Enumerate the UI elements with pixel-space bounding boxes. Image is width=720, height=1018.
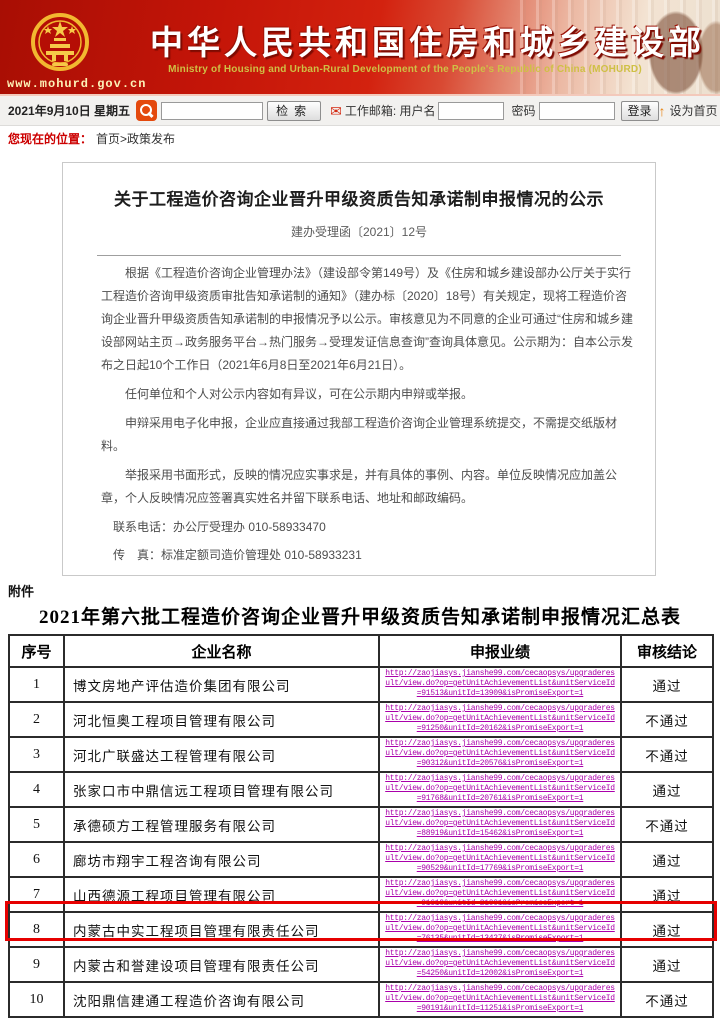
table-row: 4 张家口市中鼎信远工程项目管理有限公司 http://zaojiasys.ji…	[8, 771, 714, 808]
row-serial: 9	[8, 946, 65, 983]
announcement-document: 关于工程造价咨询企业晋升甲级资质告知承诺制申报情况的公示 建办受理函〔2021〕…	[62, 162, 656, 576]
achievement-link[interactable]: http://zaojiasys.jianshe99.com/cecaopsys…	[385, 949, 615, 978]
password-label: 密码	[511, 104, 536, 118]
table-row: 3 河北广联盛达工程管理有限公司 http://zaojiasys.jiansh…	[8, 736, 714, 773]
table-title: 2021年第六批工程造价咨询企业晋升甲级资质告知承诺制申报情况汇总表	[38, 607, 681, 628]
breadcrumb-label: 您现在的位置：	[8, 131, 93, 146]
review-result: 不通过	[620, 981, 714, 1018]
company-name: 内蒙古和誉建设项目管理有限责任公司	[63, 946, 380, 983]
achievement-link[interactable]: http://zaojiasys.jianshe99.com/cecaopsys…	[385, 809, 615, 838]
table-row: 2 河北恒奥工程项目管理有限公司 http://zaojiasys.jiansh…	[8, 701, 714, 738]
login-button[interactable]: 登录	[620, 100, 659, 121]
row-serial: 8	[8, 911, 65, 948]
review-result: 通过	[620, 946, 714, 983]
company-name: 承德硕方工程管理服务有限公司	[63, 806, 380, 843]
review-result: 不通过	[620, 806, 714, 843]
company-name: 廊坊市翔宇工程咨询有限公司	[63, 841, 380, 878]
results-table: 序号 企业名称 申报业绩 审核结论 1 博文房地产评估造价集团有限公司 http…	[8, 634, 714, 1018]
row-serial: 6	[8, 841, 65, 878]
table-row: 5 承德硕方工程管理服务有限公司 http://zaojiasys.jiansh…	[8, 806, 714, 843]
national-emblem-icon	[31, 13, 89, 71]
attachment-label: 附件	[8, 584, 35, 599]
contact-address: 通讯地址：北京市海淀区三里河路9号	[101, 572, 633, 575]
search-button[interactable]: 检索	[267, 100, 322, 121]
table-row: 6 廊坊市翔宇工程咨询有限公司 http://zaojiasys.jianshe…	[8, 841, 714, 878]
password-input[interactable]	[538, 101, 615, 120]
achievement-link[interactable]: http://zaojiasys.jianshe99.com/cecaopsys…	[385, 669, 615, 698]
table-row: 1 博文房地产评估造价集团有限公司 http://zaojiasys.jians…	[8, 666, 714, 703]
achievement-link[interactable]: http://zaojiasys.jianshe99.com/cecaopsys…	[385, 879, 615, 908]
review-result: 通过	[620, 876, 714, 913]
row-serial: 2	[8, 701, 65, 738]
achievement-link[interactable]: http://zaojiasys.jianshe99.com/cecaopsys…	[385, 914, 615, 943]
company-name: 博文房地产评估造价集团有限公司	[63, 666, 380, 703]
row-serial: 5	[8, 806, 65, 843]
review-result: 不通过	[620, 736, 714, 773]
announcement-title: 关于工程造价咨询企业晋升甲级资质告知承诺制申报情况的公示	[114, 190, 604, 209]
header-serial: 序号	[8, 634, 65, 668]
review-result: 不通过	[620, 701, 714, 738]
table-row-highlighted: 8 内蒙古中实工程项目管理有限责任公司 http://zaojiasys.jia…	[8, 911, 714, 948]
up-arrow-icon: ↑	[658, 102, 666, 119]
set-homepage-label: 设为首页	[669, 104, 718, 118]
banner-divider	[0, 94, 720, 96]
search-icon[interactable]	[136, 100, 158, 121]
mail-icon: ✉	[330, 102, 342, 119]
company-name: 河北广联盛达工程管理有限公司	[63, 736, 380, 773]
paragraph: 根据《工程造价咨询企业管理办法》（建设部令第149号）及《住房和城乡建设部办公厅…	[101, 266, 634, 372]
document-number: 建办受理函〔2021〕12号	[290, 225, 428, 239]
contact-phone: 联系电话：办公厅受理办 010-58933470	[113, 520, 326, 534]
company-name: 沈阳鼎信建通工程造价咨询有限公司	[63, 981, 380, 1018]
contact-fax: 传 真：标准定额司造价管理处 010-58933231	[113, 548, 362, 562]
paragraph: 任何单位和个人对公示内容如有异议，可在公示期内申辩或举报。	[125, 387, 474, 401]
row-serial: 7	[8, 876, 65, 913]
username-input[interactable]	[438, 101, 505, 120]
site-url: www.mohurd.gov.cn	[7, 77, 147, 91]
row-serial: 3	[8, 736, 65, 773]
company-name: 张家口市中鼎信远工程项目管理有限公司	[63, 771, 380, 808]
achievement-link[interactable]: http://zaojiasys.jianshe99.com/cecaopsys…	[385, 704, 615, 733]
company-name: 河北恒奥工程项目管理有限公司	[63, 701, 380, 738]
site-title-english: Ministry of Housing and Urban-Rural Deve…	[168, 64, 642, 75]
set-homepage-link[interactable]: ↑ 设为首页	[659, 102, 718, 119]
row-serial: 4	[8, 771, 65, 808]
paragraph: 举报采用书面形式，反映的情况应实事求是，并有具体的事例、内容。单位反映情况应加盖…	[101, 468, 618, 505]
table-header-row: 序号 企业名称 申报业绩 审核结论	[8, 634, 714, 668]
company-name: 山西德源工程项目管理有限公司	[63, 876, 380, 913]
paragraph: 申辩采用电子化申报，企业应直接通过我部工程造价咨询企业管理系统提交，不需提交纸版…	[101, 416, 618, 453]
achievement-link[interactable]: http://zaojiasys.jianshe99.com/cecaopsys…	[385, 844, 615, 873]
row-serial: 1	[8, 666, 65, 703]
announcement-body: 根据《工程造价咨询企业管理办法》（建设部令第149号）及《住房和城乡建设部办公厅…	[101, 262, 634, 575]
review-result: 通过	[620, 666, 714, 703]
results-table-container: 序号 企业名称 申报业绩 审核结论 1 博文房地产评估造价集团有限公司 http…	[5, 634, 717, 1018]
table-row: 7 山西德源工程项目管理有限公司 http://zaojiasys.jiansh…	[8, 876, 714, 913]
breadcrumb-path[interactable]: 首页>政策发布	[96, 131, 176, 146]
site-banner: www.mohurd.gov.cn 中华人民共和国住房和城乡建设部 Minist…	[0, 0, 720, 96]
review-result: 通过	[620, 771, 714, 808]
review-result: 通过	[620, 911, 714, 948]
header-company: 企业名称	[63, 634, 380, 668]
achievement-link[interactable]: http://zaojiasys.jianshe99.com/cecaopsys…	[385, 774, 615, 803]
achievement-link[interactable]: http://zaojiasys.jianshe99.com/cecaopsys…	[385, 984, 615, 1013]
achievement-link[interactable]: http://zaojiasys.jianshe99.com/cecaopsys…	[385, 739, 615, 768]
table-row: 10 沈阳鼎信建通工程造价咨询有限公司 http://zaojiasys.jia…	[8, 981, 714, 1018]
table-row: 9 内蒙古和誉建设项目管理有限责任公司 http://zaojiasys.jia…	[8, 946, 714, 983]
breadcrumb: 您现在的位置： 首页>政策发布	[0, 126, 720, 150]
top-navbar: 2021年9月10日 星期五 检索 ✉ 工作邮箱: 用户名 密码 登录 ↑ 设为…	[0, 96, 720, 126]
header-result: 审核结论	[620, 634, 714, 668]
title-divider	[97, 255, 621, 256]
company-name: 内蒙古中实工程项目管理有限责任公司	[63, 911, 380, 948]
review-result: 通过	[620, 841, 714, 878]
header-achievement: 申报业绩	[378, 634, 622, 668]
row-serial: 10	[8, 981, 65, 1018]
mail-username-label: 工作邮箱: 用户名	[344, 104, 436, 118]
search-input[interactable]	[161, 101, 264, 120]
current-date: 2021年9月10日 星期五	[8, 104, 131, 118]
site-title: 中华人民共和国住房和城乡建设部	[150, 24, 705, 61]
